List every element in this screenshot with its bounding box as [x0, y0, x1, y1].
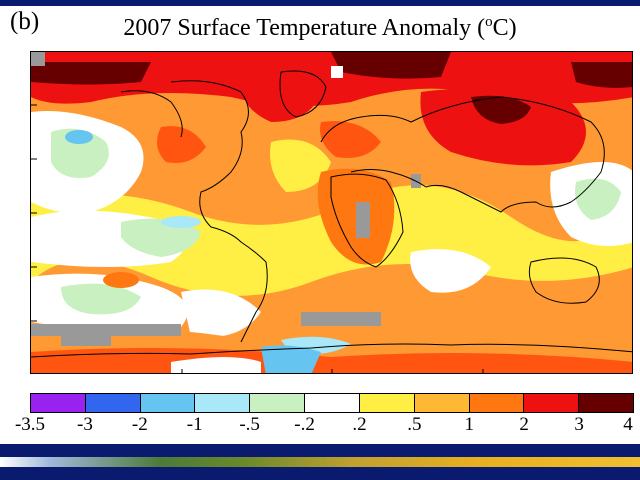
alaska-coast	[120, 90, 183, 138]
colorbar-swatch	[305, 394, 360, 412]
la-nina-cyan	[161, 216, 201, 228]
east-siberia-dark-red	[571, 62, 632, 88]
title-degree-sup: o	[485, 14, 493, 30]
arctic-dark-red	[331, 52, 451, 79]
colorbar-tick-label: .5	[407, 414, 422, 435]
colorbar-swatch	[195, 394, 251, 412]
colorbar-tick-label: -2	[131, 414, 148, 435]
frame-ticks	[31, 104, 484, 373]
colorbar-swatch	[31, 394, 86, 412]
greenland-coast	[279, 70, 327, 118]
antarctica-coast	[31, 343, 632, 358]
siberia-dark-red	[471, 95, 531, 124]
americas-coast	[170, 80, 268, 343]
colorbar-tick-label: 1	[464, 414, 475, 435]
eurasia-coast	[320, 96, 605, 213]
colorbar-swatch	[85, 394, 141, 412]
colorbar-tick-labels: -3.5 -3 -2 -1 -.5 -.2 .2 .5 1 2 3 4	[0, 414, 640, 438]
missing-data-south-pacific	[31, 324, 181, 336]
south-pacific-orange	[103, 272, 139, 288]
arctic-white-cell	[331, 66, 343, 78]
colorbar-swatch	[359, 394, 415, 412]
colorbar-tick-label: -.2	[294, 414, 315, 435]
colorbar-tick-label: 2	[519, 414, 529, 435]
title-text: 2007 Surface Temperature Anomaly (	[123, 15, 486, 41]
colorbar-swatch	[414, 394, 470, 412]
colorbar-swatch	[579, 394, 633, 412]
anomaly-map-svg	[31, 52, 632, 373]
colorbar-tick-label: 4	[623, 414, 633, 435]
colorbar-tick-label: .2	[352, 414, 367, 435]
siberia-red	[420, 88, 586, 166]
anomaly-map	[30, 51, 633, 374]
top-frame-bar	[0, 0, 640, 6]
colorbar-tick-label: -3.5	[14, 414, 46, 435]
missing-data-south-pacific-2	[61, 336, 111, 346]
north-pacific-blue	[65, 130, 93, 144]
north-pacific-green	[51, 128, 109, 178]
colorbar-tick-label: -3	[76, 414, 93, 435]
indian-ocean-white	[410, 249, 491, 293]
north-atlantic-yellow	[270, 139, 331, 192]
antarctic-white	[171, 357, 261, 373]
map-title: 2007 Surface Temperature Anomaly (oC)	[0, 14, 640, 42]
weddell-blue	[261, 345, 321, 373]
europe-orange-red	[320, 121, 381, 158]
south-pacific-green	[61, 283, 141, 315]
colorbar-swatch	[524, 394, 580, 412]
missing-data-congo	[356, 202, 370, 238]
colorbar-tick-label: -.5	[239, 414, 260, 435]
missing-data-south-atlantic	[301, 312, 381, 326]
colorbar	[30, 393, 634, 413]
colorbar-tick-label: -1	[186, 414, 203, 435]
la-nina-green	[121, 218, 201, 257]
missing-data-arctic	[31, 52, 45, 66]
africa-coast	[330, 173, 404, 268]
title-unit: C)	[492, 15, 517, 41]
southeast-pacific-white	[181, 289, 261, 338]
colorbar-swatch	[250, 394, 306, 412]
bering-dark-red	[31, 62, 151, 85]
panel-label: (b)	[10, 8, 40, 35]
australia-coast	[528, 257, 600, 304]
coastlines	[31, 70, 632, 358]
colorbar-swatch	[140, 394, 196, 412]
colorbar-swatch	[469, 394, 525, 412]
colorbar-tick-label: 3	[574, 414, 584, 435]
canada-orange-red	[157, 126, 206, 163]
bottom-decorative-gradient	[0, 457, 640, 467]
